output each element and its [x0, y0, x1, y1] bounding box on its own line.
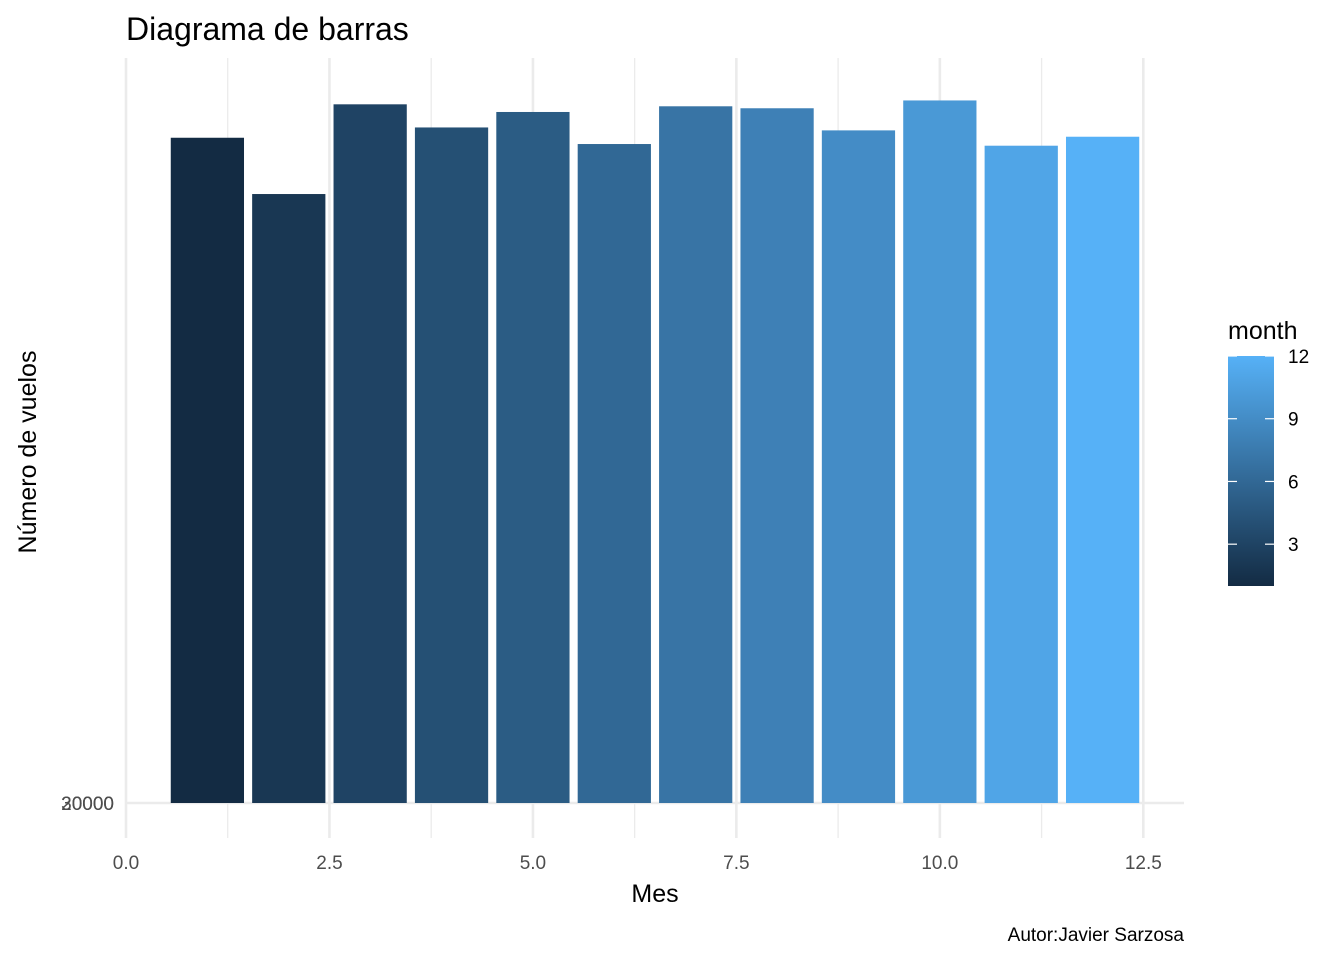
y-tick-label: 30000: [61, 794, 114, 815]
bar-month-7: [659, 106, 733, 803]
x-axis-title: Mes: [631, 880, 678, 908]
x-tick-label: 12.5: [1125, 853, 1162, 874]
x-tick-label: 2.5: [316, 853, 342, 874]
legend-colorbar: [1228, 356, 1274, 586]
x-axis-ticks: 0.0 2.5 5.0 7.5 10.0 12.5: [113, 853, 1162, 874]
chart-title: Diagrama de barras: [126, 11, 409, 47]
color-legend: month 3 6 9 12: [1228, 317, 1309, 586]
bar-month-2: [252, 194, 326, 803]
bar-month-5: [496, 111, 570, 804]
bar-month-11: [984, 145, 1058, 803]
legend-tick-label: 6: [1288, 472, 1299, 493]
chart-caption: Autor:Javier Sarzosa: [1008, 925, 1185, 946]
y-tick-label: 20000: [61, 794, 114, 815]
bar-month-9: [821, 130, 896, 804]
legend-ticks: 3 6 9 12: [1228, 347, 1309, 556]
x-tick-label: 0.0: [113, 853, 139, 874]
bar-month-6: [577, 144, 651, 804]
bar-month-12: [1065, 136, 1140, 803]
bar-month-10: [903, 100, 977, 803]
x-tick-label: 10.0: [921, 853, 958, 874]
bar-month-4: [414, 127, 489, 803]
legend-tick-label: 12: [1288, 347, 1309, 368]
legend-tick-label: 3: [1288, 535, 1299, 556]
bar-month-1: [170, 137, 245, 804]
legend-title: month: [1228, 317, 1297, 345]
bars: [170, 100, 1140, 804]
x-tick-label: 7.5: [723, 853, 749, 874]
x-tick-label: 5.0: [520, 853, 546, 874]
y-axis-title: Número de vuelos: [14, 351, 42, 554]
bar-month-3: [333, 104, 407, 803]
bar-month-8: [740, 108, 814, 803]
legend-tick-label: 9: [1288, 410, 1299, 431]
